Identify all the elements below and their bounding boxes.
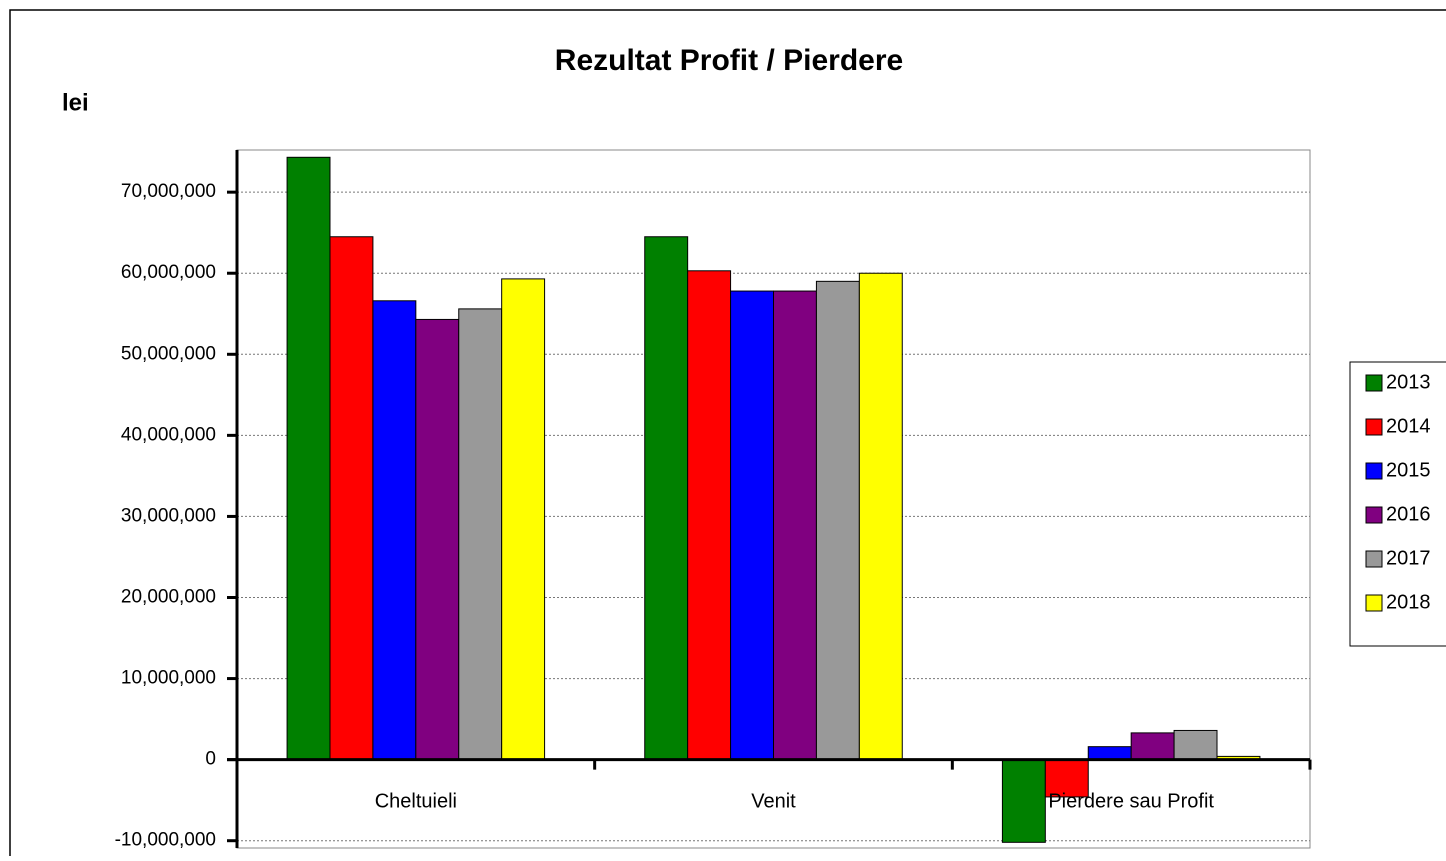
y-tick-label: 30,000,000 — [121, 505, 216, 526]
legend-swatch — [1365, 594, 1383, 612]
chart-title: Rezultat Profit / Pierdere — [555, 44, 903, 77]
bar — [687, 270, 732, 761]
legend-label: 2018 — [1386, 591, 1431, 613]
bar — [329, 236, 374, 761]
legend-swatch — [1365, 374, 1383, 392]
legend-label: 2017 — [1386, 547, 1431, 569]
y-tick-label: 20,000,000 — [121, 587, 216, 608]
y-tick-label: 50,000,000 — [121, 343, 216, 364]
bar — [458, 308, 503, 761]
bar — [415, 318, 460, 761]
bar — [1173, 729, 1218, 761]
y-tick-label: -10,000,000 — [115, 830, 216, 851]
y-tick-label: 0 — [205, 749, 216, 770]
bar — [644, 236, 689, 761]
bar — [1001, 759, 1046, 843]
legend-label: 2016 — [1386, 503, 1431, 525]
y-tick-label: 40,000,000 — [121, 424, 216, 445]
legend-swatch — [1365, 506, 1383, 524]
bar — [1130, 732, 1175, 761]
x-tick-label: Venit — [751, 790, 796, 812]
bar — [1087, 746, 1132, 761]
bar — [730, 290, 775, 761]
legend-label: 2014 — [1386, 415, 1431, 437]
x-tick-label: Cheltuieli — [375, 790, 457, 812]
bar — [773, 290, 817, 761]
legend-label: 2013 — [1386, 371, 1431, 393]
chart-border — [9, 9, 1446, 861]
bar — [858, 272, 903, 761]
bar — [286, 156, 331, 761]
y-tick-label: 10,000,000 — [121, 668, 216, 689]
y-tick-label: 70,000,000 — [121, 181, 216, 202]
legend-swatch — [1365, 550, 1383, 568]
y-axis-label: lei — [62, 89, 89, 116]
bar — [372, 300, 417, 761]
legend-swatch — [1365, 462, 1383, 480]
legend-label: 2015 — [1386, 459, 1431, 481]
legend-swatch — [1365, 418, 1383, 436]
x-tick-label: Pierdere sau Profit — [1048, 790, 1214, 812]
bar — [815, 280, 860, 761]
y-tick-label: 60,000,000 — [121, 262, 216, 283]
bar — [501, 278, 546, 761]
